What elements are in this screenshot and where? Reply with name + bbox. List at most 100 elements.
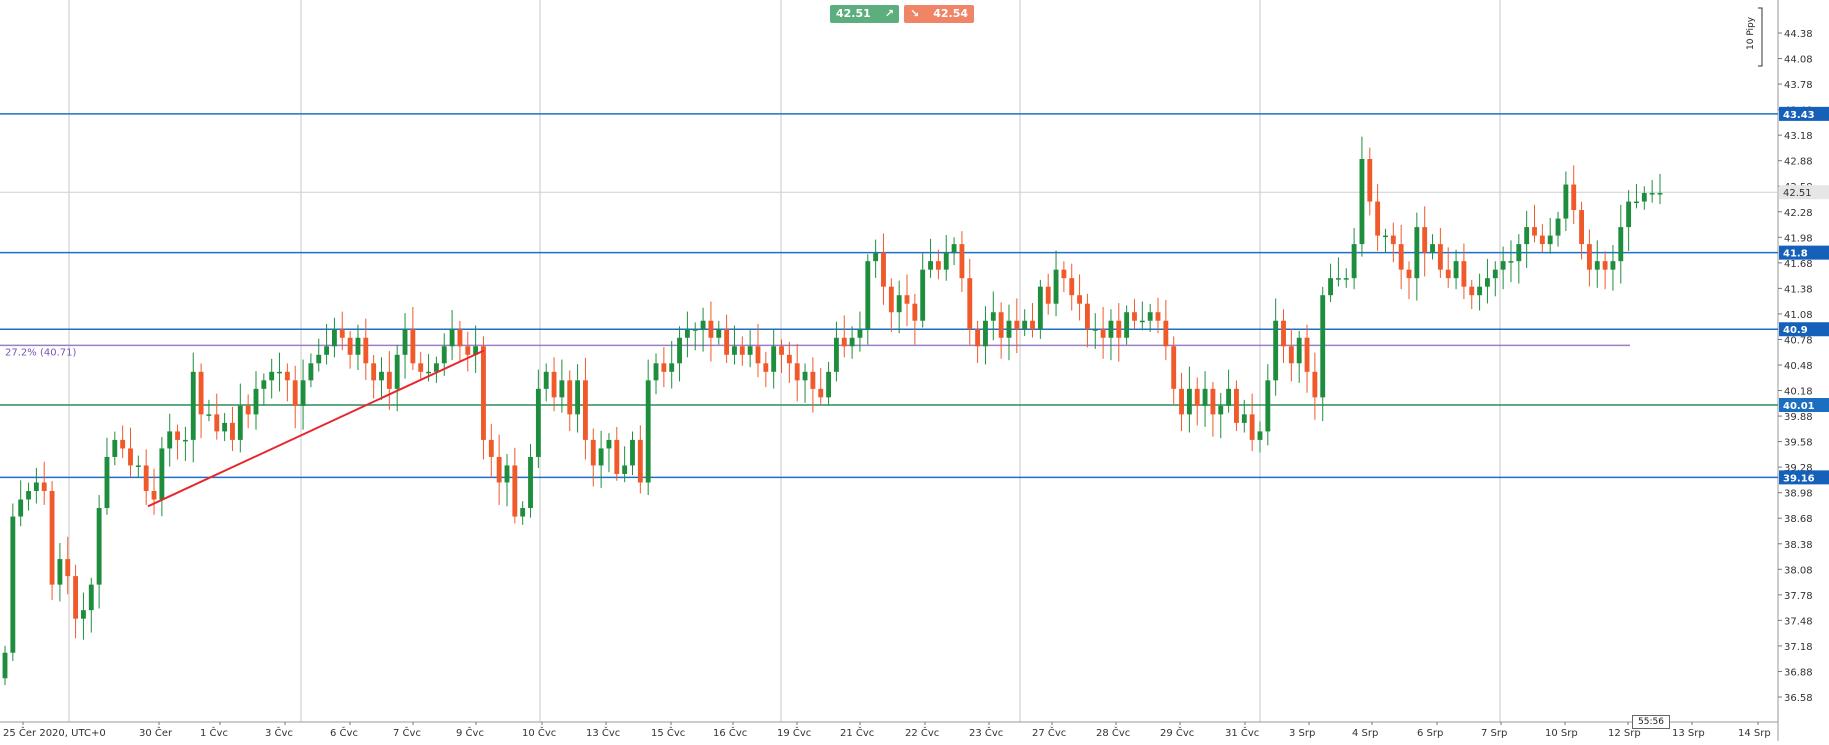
- candle[interactable]: [379, 357, 384, 400]
- candle[interactable]: [637, 425, 643, 494]
- candle[interactable]: [810, 357, 816, 413]
- candle[interactable]: [1265, 364, 1271, 446]
- candle[interactable]: [49, 481, 55, 600]
- candle[interactable]: [284, 363, 290, 402]
- candle[interactable]: [614, 426, 620, 481]
- candle[interactable]: [1218, 392, 1224, 439]
- candle[interactable]: [1634, 183, 1639, 209]
- candle[interactable]: [826, 361, 832, 406]
- candle[interactable]: [1210, 382, 1216, 437]
- candle[interactable]: [975, 320, 981, 364]
- candle[interactable]: [1610, 245, 1616, 291]
- candle[interactable]: [73, 564, 79, 639]
- candle[interactable]: [983, 306, 988, 365]
- candle[interactable]: [175, 424, 180, 460]
- candle[interactable]: [990, 291, 996, 341]
- candle[interactable]: [692, 322, 698, 351]
- candle[interactable]: [159, 436, 165, 517]
- candle[interactable]: [1602, 251, 1608, 290]
- candle[interactable]: [857, 311, 863, 352]
- candle[interactable]: [96, 495, 102, 609]
- candle[interactable]: [935, 249, 941, 280]
- candle[interactable]: [543, 363, 549, 402]
- candle[interactable]: [465, 331, 471, 372]
- candle[interactable]: [222, 412, 228, 442]
- candle[interactable]: [928, 238, 933, 278]
- candle[interactable]: [65, 536, 71, 595]
- candle[interactable]: [888, 278, 894, 332]
- candle[interactable]: [300, 359, 306, 430]
- candle[interactable]: [912, 293, 918, 345]
- candle[interactable]: [708, 301, 714, 362]
- price-line-badge[interactable]: 43.43: [1779, 106, 1829, 121]
- candle[interactable]: [2, 645, 8, 686]
- candle[interactable]: [363, 318, 369, 381]
- candle[interactable]: [128, 427, 133, 477]
- candle[interactable]: [57, 542, 63, 602]
- time-axis[interactable]: 25 Čer 2020, UTC+0 30 Čer 1 Čvc 3 Čvc 6 Čvc 7…: [3, 722, 1771, 739]
- candle[interactable]: [1108, 309, 1114, 361]
- trendline[interactable]: [147, 349, 485, 508]
- candle[interactable]: [920, 253, 926, 328]
- sell-price-button[interactable]: 42.51 ↗: [830, 5, 899, 23]
- candle[interactable]: [1124, 305, 1130, 345]
- candle[interactable]: [1304, 324, 1310, 393]
- candle[interactable]: [1084, 293, 1090, 348]
- candle[interactable]: [865, 254, 871, 345]
- candle[interactable]: [496, 434, 502, 505]
- candle[interactable]: [732, 325, 737, 365]
- candle[interactable]: [410, 306, 416, 371]
- candle[interactable]: [786, 341, 792, 383]
- candle[interactable]: [1571, 165, 1577, 224]
- candle[interactable]: [904, 274, 910, 327]
- candle[interactable]: [190, 352, 196, 463]
- candle[interactable]: [1524, 210, 1530, 268]
- candle[interactable]: [802, 363, 808, 403]
- candle[interactable]: [371, 354, 377, 399]
- candle[interactable]: [630, 431, 635, 476]
- candle[interactable]: [1061, 261, 1067, 293]
- candle[interactable]: [214, 393, 220, 440]
- candle[interactable]: [1626, 190, 1632, 251]
- candle[interactable]: [1320, 286, 1326, 422]
- candle[interactable]: [1163, 299, 1169, 361]
- candle[interactable]: [1641, 186, 1647, 210]
- candle[interactable]: [41, 461, 47, 505]
- candle[interactable]: [1257, 421, 1263, 453]
- candle[interactable]: [308, 353, 314, 388]
- price-line-badge[interactable]: 40.9: [1779, 322, 1829, 337]
- candle[interactable]: [26, 482, 31, 511]
- candle[interactable]: [1226, 369, 1232, 413]
- candle[interactable]: [10, 503, 16, 661]
- candle[interactable]: [1288, 328, 1294, 382]
- candle[interactable]: [1273, 298, 1279, 396]
- candle[interactable]: [1281, 309, 1286, 364]
- candle[interactable]: [1069, 263, 1075, 311]
- candle[interactable]: [606, 433, 612, 473]
- price-line-badge[interactable]: 40.01: [1779, 398, 1829, 413]
- candle[interactable]: [1500, 246, 1506, 290]
- candle[interactable]: [324, 323, 330, 365]
- candle[interactable]: [1053, 250, 1059, 317]
- candle[interactable]: [386, 351, 392, 410]
- candle[interactable]: [1390, 222, 1396, 263]
- candle[interactable]: [1312, 352, 1318, 420]
- candle[interactable]: [1414, 212, 1420, 301]
- candle[interactable]: [1555, 211, 1561, 247]
- candle[interactable]: [755, 323, 761, 378]
- candle[interactable]: [1077, 274, 1083, 321]
- candle[interactable]: [661, 347, 667, 388]
- candle[interactable]: [457, 320, 463, 362]
- candle[interactable]: [339, 311, 345, 351]
- candle[interactable]: [488, 423, 494, 478]
- candle[interactable]: [567, 370, 573, 432]
- candle[interactable]: [230, 406, 235, 451]
- candle[interactable]: [1155, 297, 1161, 334]
- buy-price-button[interactable]: ↘ 42.54: [904, 5, 974, 23]
- candle[interactable]: [418, 351, 424, 381]
- candle[interactable]: [1335, 257, 1341, 287]
- candle[interactable]: [951, 237, 957, 266]
- candle[interactable]: [535, 369, 541, 469]
- candle[interactable]: [1194, 377, 1200, 426]
